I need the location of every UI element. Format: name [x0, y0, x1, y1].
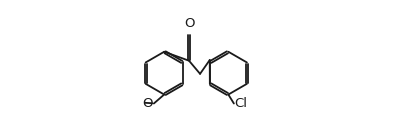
Text: O: O	[184, 17, 194, 30]
Text: O: O	[143, 97, 153, 110]
Text: Cl: Cl	[234, 97, 248, 110]
